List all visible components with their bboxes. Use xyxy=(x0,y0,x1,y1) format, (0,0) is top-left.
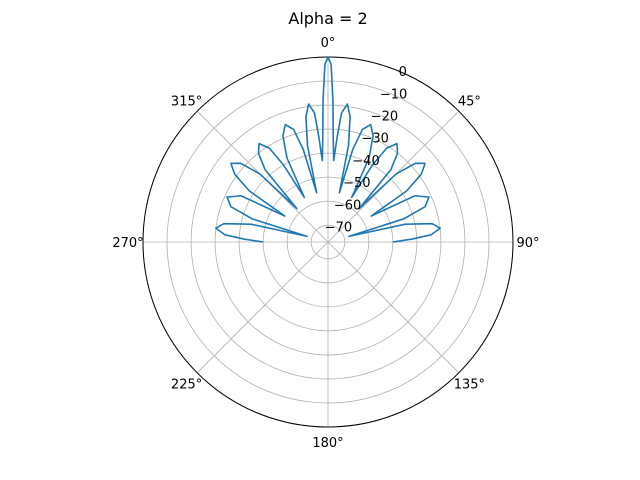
radial-tick-label: −40 xyxy=(352,154,379,169)
angular-gridline xyxy=(196,241,329,374)
radial-tick-label: −20 xyxy=(371,110,398,125)
angular-tick-label: 315° xyxy=(171,95,202,110)
angular-tick-label: 135° xyxy=(454,377,485,392)
angular-tick-label: 225° xyxy=(171,377,202,392)
angular-gridline xyxy=(327,241,460,374)
radial-tick-label: −60 xyxy=(334,198,361,213)
angular-tick-label: 0° xyxy=(321,36,336,51)
chart-title: Alpha = 2 xyxy=(288,9,367,28)
angular-tick-label: 45° xyxy=(458,95,481,110)
radial-tick-label: −50 xyxy=(343,176,370,191)
radial-tick-label: −10 xyxy=(380,87,407,102)
angular-tick-labels: 0° 45° 90° 135° 180° 225° 270° 315° xyxy=(112,36,539,451)
polar-grid xyxy=(142,56,514,428)
radial-tick-label: −70 xyxy=(325,221,352,236)
angular-tick-label: 180° xyxy=(312,436,343,451)
series-group xyxy=(215,56,441,243)
series-line xyxy=(215,56,441,243)
angular-tick-label: 270° xyxy=(112,236,143,251)
angular-tick-label: 90° xyxy=(516,236,539,251)
radial-tick-label: 0 xyxy=(399,65,407,80)
radial-tick-labels: 0 −10 −20 −30 −40 −50 −60 −70 xyxy=(325,65,408,235)
radial-tick-label: −30 xyxy=(361,132,388,147)
